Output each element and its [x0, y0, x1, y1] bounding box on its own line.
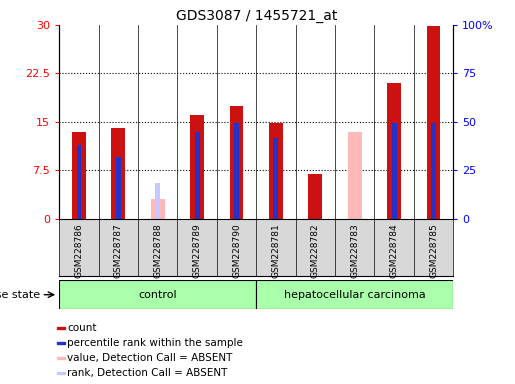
- Text: GSM228784: GSM228784: [390, 223, 399, 278]
- Bar: [195, 132, 199, 219]
- Text: control: control: [139, 290, 177, 300]
- Bar: [57, 342, 65, 344]
- Bar: [273, 138, 278, 219]
- Bar: [308, 174, 322, 219]
- FancyBboxPatch shape: [59, 280, 256, 309]
- Text: hepatocellular carcinoma: hepatocellular carcinoma: [284, 290, 425, 300]
- Text: count: count: [67, 323, 97, 333]
- Bar: [230, 106, 244, 219]
- Bar: [348, 132, 362, 219]
- Bar: [57, 327, 65, 329]
- Bar: [387, 83, 401, 219]
- Bar: [151, 200, 165, 219]
- Text: GSM228790: GSM228790: [232, 223, 241, 278]
- Text: GSM228789: GSM228789: [193, 223, 201, 278]
- Bar: [116, 157, 121, 219]
- Text: GSM228783: GSM228783: [350, 223, 359, 278]
- Bar: [156, 183, 160, 219]
- Bar: [57, 372, 65, 374]
- Bar: [77, 144, 81, 219]
- Bar: [431, 123, 436, 219]
- Bar: [234, 123, 239, 219]
- Text: GSM228785: GSM228785: [429, 223, 438, 278]
- Title: GDS3087 / 1455721_at: GDS3087 / 1455721_at: [176, 8, 337, 23]
- Text: GSM228781: GSM228781: [271, 223, 280, 278]
- Bar: [111, 128, 125, 219]
- Text: value, Detection Call = ABSENT: value, Detection Call = ABSENT: [67, 353, 233, 363]
- Bar: [72, 132, 86, 219]
- Text: GSM228787: GSM228787: [114, 223, 123, 278]
- Text: GSM228782: GSM228782: [311, 223, 320, 278]
- Bar: [190, 116, 204, 219]
- Text: GSM228788: GSM228788: [153, 223, 162, 278]
- FancyBboxPatch shape: [256, 280, 453, 309]
- Text: rank, Detection Call = ABSENT: rank, Detection Call = ABSENT: [67, 368, 228, 378]
- Text: disease state: disease state: [0, 290, 40, 300]
- Text: GSM228786: GSM228786: [75, 223, 83, 278]
- Bar: [426, 26, 440, 219]
- Bar: [269, 123, 283, 219]
- Bar: [57, 357, 65, 359]
- Text: percentile rank within the sample: percentile rank within the sample: [67, 338, 243, 348]
- Bar: [392, 123, 397, 219]
